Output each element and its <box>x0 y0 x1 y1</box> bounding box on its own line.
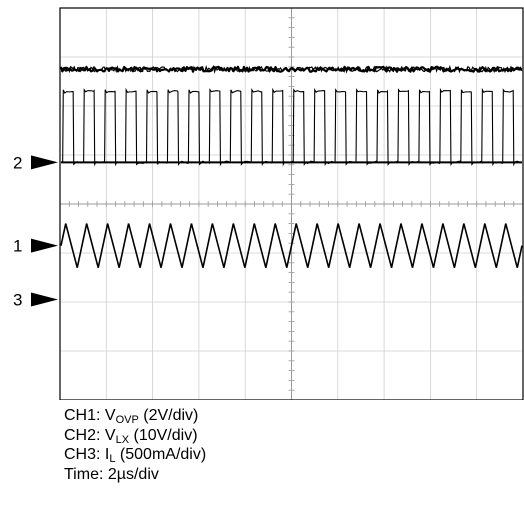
ch3-trace <box>60 223 523 268</box>
legend-ch3: CH3: IL (500mA/div) <box>64 446 207 465</box>
channel-markers: 2 1 3 <box>13 153 58 310</box>
legend-ch1: CH1: VOVP (2V/div) <box>64 407 199 426</box>
graticule <box>60 8 523 400</box>
channel-marker-label: 1 <box>13 237 22 256</box>
channel-marker-arrow-icon <box>31 292 58 307</box>
legend-time: Time: 2µs/div <box>64 465 159 483</box>
waveform-traces <box>59 64 523 268</box>
oscilloscope-plot: 2 1 3 <box>13 7 524 400</box>
channel-legend: CH1: VOVP (2V/div) CH2: VLX (10V/div) CH… <box>64 406 504 484</box>
channel-marker-arrow-icon <box>31 155 58 170</box>
plot-frame <box>59 7 524 400</box>
legend-ch2: CH2: VLX (10V/div) <box>64 426 198 446</box>
channel-marker-label: 3 <box>13 291 22 310</box>
channel-marker-label: 2 <box>13 153 22 172</box>
channel-marker-arrow-icon <box>31 238 58 253</box>
ch1-trace-noise <box>60 64 523 74</box>
ch2-trace <box>60 87 523 167</box>
